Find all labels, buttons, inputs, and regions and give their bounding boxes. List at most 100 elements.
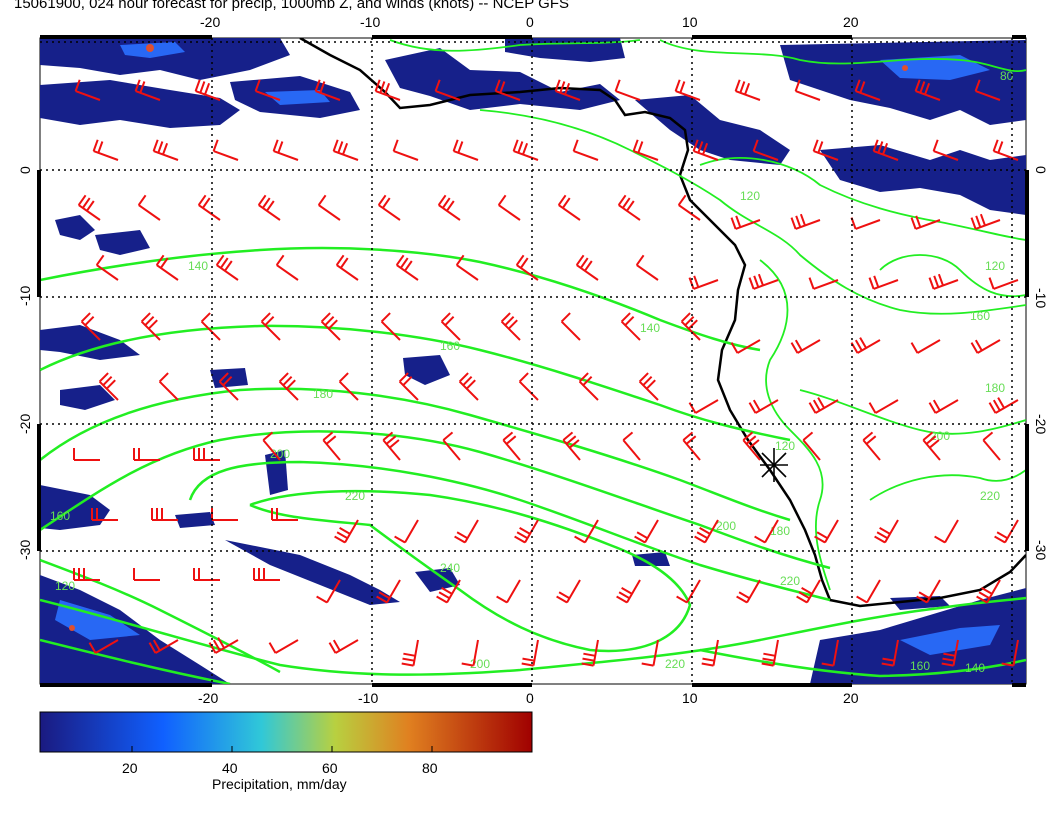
wind-barb [158,372,179,401]
wind-barb [334,519,359,544]
wind-barb [688,399,719,414]
wind-barb [140,312,161,341]
lat-label: -20 [1033,414,1049,434]
lon-label: -20 [198,690,218,706]
wind-barb [395,254,419,281]
wind-barb [151,508,178,521]
graticule [40,38,1026,684]
wind-barb [682,431,701,461]
wind-barb [796,579,821,604]
lat-label: -30 [1033,540,1049,560]
lon-label: 20 [843,690,859,706]
lat-label: -10 [1033,288,1049,308]
contour-label: 220 [665,657,685,671]
wind-barb [260,312,281,341]
wind-barb [512,139,539,161]
wind-barb [440,312,461,341]
contour-label: 200 [716,519,736,533]
wind-barb [377,194,401,221]
contour-label: 220 [345,489,365,503]
wind-barb [578,372,599,401]
wind-barb [137,194,161,221]
wind-barb [620,312,641,341]
wind-barb [554,79,581,101]
wind-barb [812,139,839,161]
wind-barb [562,431,581,461]
wind-barb [452,139,479,161]
lon-label: -20 [200,14,220,30]
wind-barb [856,579,881,604]
lon-label: -10 [360,14,380,30]
wind-barb [632,139,659,161]
wind-barb [442,431,461,461]
wind-barb [500,312,521,341]
wind-barb [434,79,461,101]
wind-barb [850,337,881,354]
wind-barb [560,312,581,341]
wind-barb [458,372,479,401]
wind-barb [77,194,101,221]
wind-barb [928,399,959,414]
wind-barb [694,519,719,544]
wind-barb [790,213,821,230]
wind-barb [338,372,359,401]
wind-barb [394,519,419,544]
wind-barb [622,431,641,461]
latitude-labels-right: 0 -10 -20 -30 [1033,166,1049,560]
contour-label: 220 [980,489,1000,503]
wind-barb [988,397,1019,414]
wind-barb [328,639,359,654]
contour-label: 220 [780,574,800,588]
wind-barb [970,339,1001,354]
wind-barb [268,639,299,654]
wind-barb [674,79,701,101]
wind-barb [616,579,641,604]
wind-barb [872,139,899,161]
lat-label: -30 [17,540,33,560]
wind-barb [254,79,281,101]
wind-barb [152,139,179,161]
contour-label: 120 [775,439,795,453]
latitude-labels-left: 0 -10 -20 -30 [17,166,33,560]
wind-barb [73,568,100,581]
wind-barb [278,372,299,401]
wind-barb [380,312,401,341]
lat-label: 0 [1033,166,1049,174]
wind-barb [155,254,179,281]
wind-barb [692,139,719,161]
wind-barb [814,519,839,544]
wind-barb [635,254,659,281]
wind-barb [521,639,539,667]
wind-barb [518,372,539,401]
wind-barb [881,639,899,667]
wind-barb [734,79,761,101]
wind-barb [868,399,899,414]
wind-barb [133,448,160,461]
wind-barb [992,139,1019,161]
wind-barb [808,397,839,414]
wind-barb [688,275,719,290]
wind-barb [821,639,839,667]
wind-barb [335,254,359,281]
lon-label: 10 [682,690,698,706]
frame-ticks [37,35,1029,687]
lat-label: 0 [17,166,33,174]
wind-barb [92,139,119,161]
wind-barb [922,431,941,461]
wind-barb [641,639,659,667]
wind-barb [802,431,821,461]
lon-label: -10 [358,690,378,706]
lon-label: 0 [526,14,534,30]
contour-label: 140 [188,259,208,273]
wind-barb [730,215,761,230]
wind-barb [197,194,221,221]
contour-label: 180 [313,387,333,401]
wind-barb [556,579,581,604]
wind-barb [392,139,419,161]
map-title: 15061900, 024 hour forecast for precip, … [14,0,569,12]
wind-barb [193,568,220,581]
wind-barb [794,79,821,101]
wind-barb [701,639,719,667]
wind-barb [862,431,881,461]
